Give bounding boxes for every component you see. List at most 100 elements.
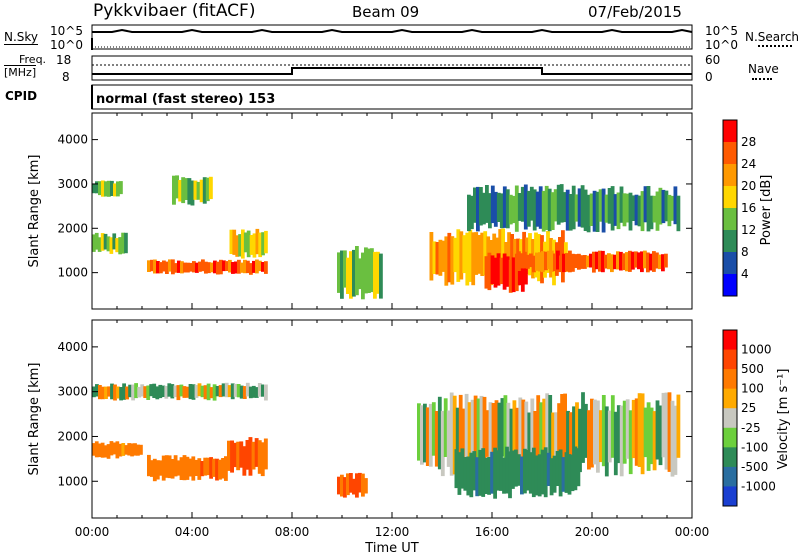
echo-cell	[431, 402, 436, 456]
echo-cell	[197, 383, 202, 397]
echo-cell	[147, 260, 151, 272]
echo-cell	[467, 402, 472, 476]
echo-cell	[511, 450, 515, 489]
echo-cell	[552, 455, 557, 493]
echo-cell	[631, 195, 636, 221]
cpid-value: normal (fast stereo) 153	[96, 92, 276, 107]
echo-cell	[580, 185, 585, 228]
colorbar-frame	[722, 119, 738, 297]
colorbar-swatch	[723, 349, 737, 370]
echo-cell	[499, 257, 504, 285]
echo-cell	[479, 395, 484, 466]
echo-cell	[119, 387, 123, 401]
echo-cell	[655, 191, 660, 231]
echo-cell	[616, 405, 621, 464]
echo-cell	[586, 255, 590, 268]
echo-cell	[185, 386, 190, 398]
echo-cell	[524, 401, 529, 460]
echo-cell	[94, 441, 99, 458]
echo-cell	[523, 251, 527, 269]
echo-cell	[604, 254, 608, 269]
station-title: Pykkvibaer (fitACF)	[93, 1, 256, 21]
echo-cell	[652, 411, 657, 471]
echo-cell	[467, 194, 471, 232]
echo-cell	[208, 176, 213, 200]
echo-cell	[201, 259, 205, 272]
echo-cell	[358, 472, 362, 493]
echo-cell	[153, 259, 157, 274]
echo-cell	[505, 446, 509, 494]
echo-cell	[661, 189, 666, 224]
echo-cell	[134, 383, 138, 399]
echo-cell	[100, 442, 105, 458]
echo-cell	[529, 253, 533, 268]
echo-cell	[643, 186, 648, 223]
echo-cell	[261, 384, 265, 397]
echo-cell	[343, 477, 347, 498]
echo-cell	[370, 248, 374, 293]
noise-left-tick-bottom: 10^0	[50, 38, 83, 52]
echo-cell	[556, 184, 561, 225]
echo-cell	[255, 259, 259, 274]
echo-cell	[487, 252, 492, 291]
echo-cell	[508, 451, 512, 499]
echo-cell	[364, 247, 368, 294]
echo-cell	[521, 399, 526, 467]
echo-cell	[358, 258, 362, 290]
echo-cell	[355, 473, 359, 498]
echo-cell	[367, 248, 371, 293]
echo-cell	[515, 407, 520, 460]
echo-cell	[221, 383, 226, 397]
echo-cell	[429, 232, 434, 281]
colorbar-tick-label: -100	[741, 440, 768, 454]
echo-cell	[246, 260, 250, 274]
echo-cell	[196, 181, 201, 200]
echo-cell	[511, 257, 516, 293]
echo-cell	[242, 386, 247, 399]
echo-cell	[595, 251, 599, 270]
echo-cell	[97, 237, 102, 252]
echo-cell	[437, 396, 442, 470]
colorbar-tick-label: -500	[741, 460, 768, 474]
echo-cell	[506, 402, 511, 466]
echo-cell	[119, 181, 123, 195]
echo-cell	[100, 233, 105, 251]
echo-cell	[121, 232, 125, 254]
echo-cell	[206, 457, 211, 476]
echo-cell	[255, 228, 260, 255]
echo-cell	[529, 186, 534, 221]
echo-cell	[376, 251, 380, 294]
colorbar-swatch	[723, 447, 737, 468]
echo-cell	[549, 458, 554, 496]
echo-cell	[538, 252, 542, 272]
echo-cell	[103, 233, 108, 250]
date-label: 07/Feb/2015	[588, 3, 682, 21]
echo-cell	[471, 232, 476, 286]
echo-cell	[218, 385, 223, 398]
echo-cell	[189, 262, 193, 272]
echo-cell	[364, 478, 368, 494]
nave-right-tick-bottom: 0	[705, 70, 713, 84]
freq-panel-frame	[91, 55, 693, 81]
echo-cell	[613, 411, 618, 476]
echo-cell	[547, 250, 551, 270]
echo-cell	[434, 411, 439, 467]
echo-cell	[646, 252, 650, 273]
echo-cell	[655, 400, 660, 460]
echo-cell	[245, 440, 250, 470]
echo-cell	[210, 262, 214, 273]
echo-cell	[664, 190, 669, 222]
echo-cell	[164, 455, 169, 478]
echo-cell	[574, 194, 579, 222]
echo-cell	[535, 191, 540, 227]
echo-cell	[616, 192, 621, 230]
echo-cell	[466, 456, 471, 496]
colorbar-swatch	[723, 466, 737, 487]
echo-cell	[130, 443, 134, 457]
echo-cell	[574, 254, 578, 268]
echo-cell	[176, 385, 181, 401]
echo-cell	[113, 183, 117, 197]
echo-cell	[470, 399, 475, 463]
echo-cell	[443, 398, 448, 457]
echo-cell	[610, 186, 615, 231]
